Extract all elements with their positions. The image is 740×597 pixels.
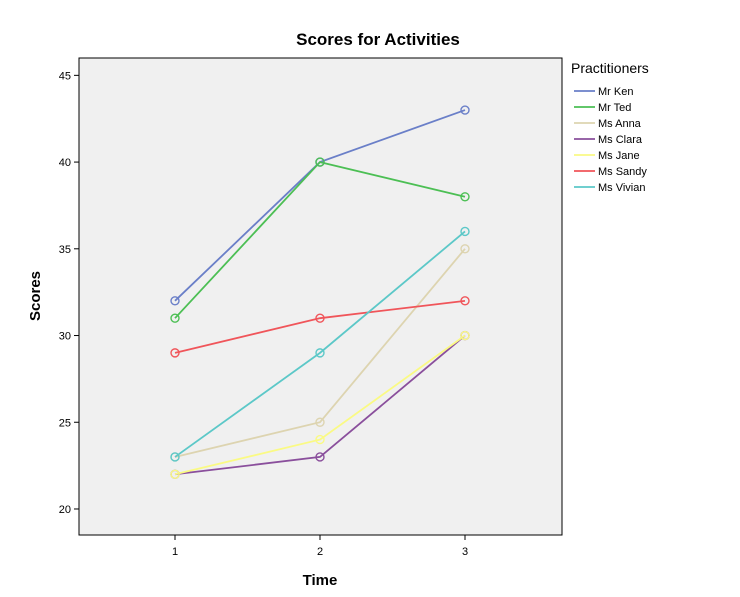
legend-label-mr-ted: Mr Ted [598, 102, 631, 114]
series-line-ms-clara [174, 334, 466, 476]
series-markers [170, 105, 470, 479]
data-point-mr-ted [170, 313, 180, 323]
x-axis: 1 2 3 [172, 535, 468, 558]
x-tick-label: 3 [462, 546, 468, 558]
y-tick-label: 35 [59, 244, 71, 256]
data-point-ms-jane [170, 469, 180, 479]
x-tick-label: 2 [317, 546, 323, 558]
legend-label-ms-anna: Ms Anna [598, 118, 642, 130]
legend-label-ms-sandy: Ms Sandy [598, 166, 647, 178]
y-tick-label: 30 [59, 331, 71, 343]
data-point-ms-sandy [315, 313, 325, 323]
y-axis: 20 25 30 35 40 45 [59, 70, 79, 516]
data-point-mr-ted [460, 192, 470, 202]
legend-label-ms-vivian: Ms Vivian [598, 182, 645, 194]
data-point-mr-ken [460, 105, 470, 115]
series-line-ms-jane [174, 334, 466, 476]
data-point-ms-clara [315, 452, 325, 462]
series-line-ms-sandy [174, 299, 466, 354]
y-tick-label: 25 [59, 417, 71, 429]
data-point-ms-jane [460, 330, 470, 341]
data-point-ms-jane [315, 434, 325, 445]
data-point-mr-ted [315, 157, 325, 167]
y-tick-label: 45 [59, 70, 71, 82]
series-line-mr-ted [174, 161, 466, 319]
legend-label-ms-jane: Ms Jane [598, 150, 640, 162]
y-axis-title: Scores [27, 271, 44, 321]
data-point-ms-anna [315, 417, 325, 427]
data-point-ms-anna [460, 244, 470, 254]
data-point-ms-vivian [315, 348, 325, 358]
data-point-ms-vivian [170, 452, 180, 462]
chart-title: Scores for Activities [296, 30, 460, 49]
legend-label-ms-clara: Ms Clara [598, 134, 643, 146]
data-point-ms-sandy [460, 296, 470, 306]
plot-area [78, 57, 563, 536]
x-axis-title: Time [303, 572, 338, 589]
x-tick-label: 1 [172, 546, 178, 558]
data-point-mr-ken [170, 296, 180, 306]
legend-label-mr-ken: Mr Ken [598, 86, 633, 98]
y-tick-label: 20 [59, 504, 71, 516]
legend-title: Practitioners [571, 60, 649, 76]
legend: Practitioners Mr Ken Mr Ted Ms Anna Ms Clar… [571, 60, 649, 194]
data-point-ms-vivian [460, 226, 470, 237]
series-lines [174, 109, 466, 476]
series-line-ms-vivian [174, 230, 466, 458]
y-tick-label: 40 [59, 157, 71, 169]
data-point-ms-sandy [170, 348, 180, 358]
